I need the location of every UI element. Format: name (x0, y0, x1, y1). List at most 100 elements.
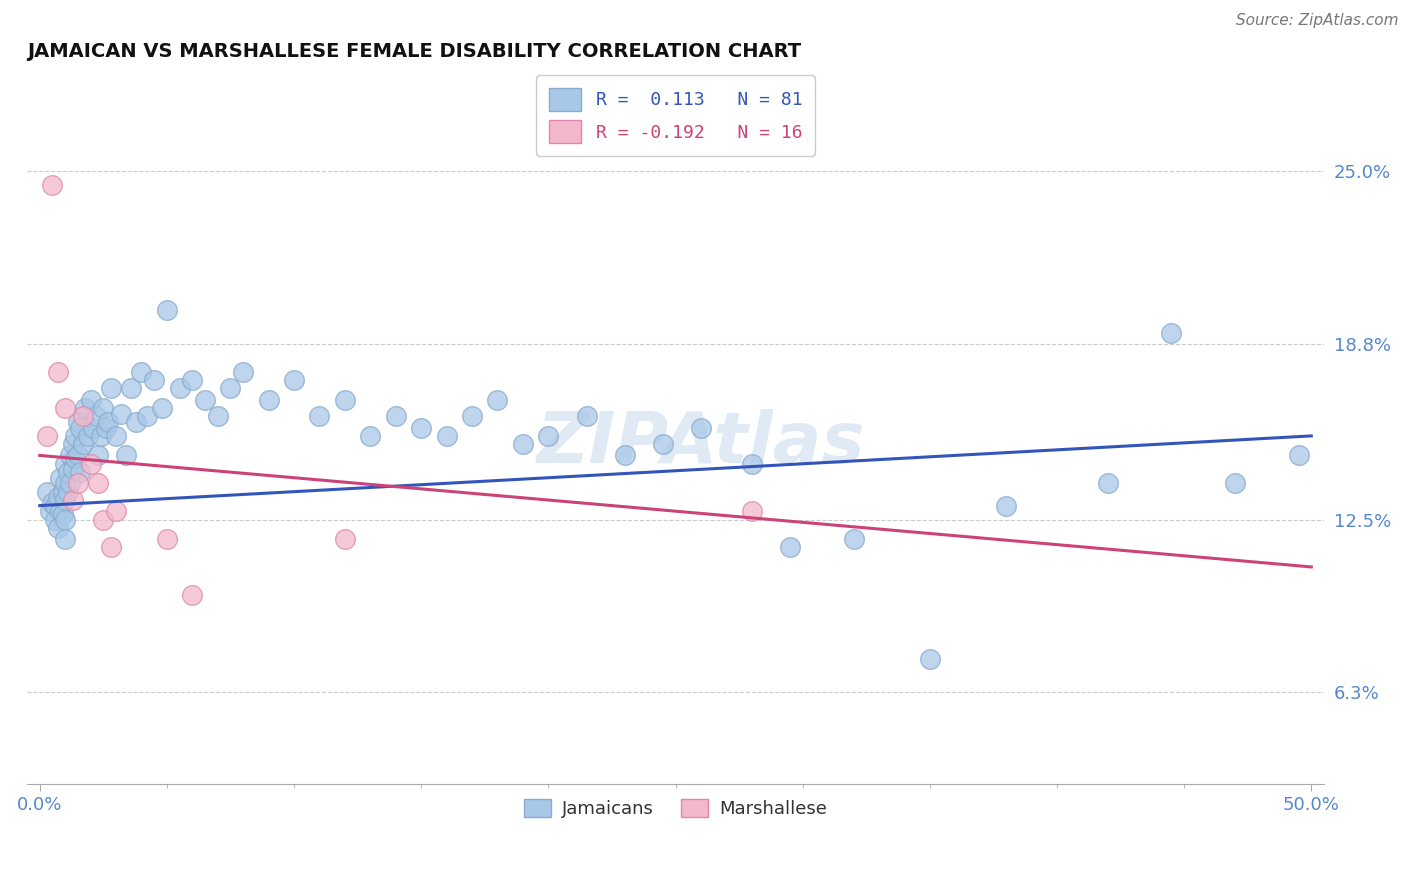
Point (62, 462, 84, 476)
Point (53, 476, 76, 491)
Point (82, 420, 104, 434)
Point (53, 493, 76, 508)
Point (53, 457, 76, 471)
Point (283, 373, 305, 387)
Point (66, 449, 89, 463)
Point (651, 437, 673, 451)
Point (72, 409, 94, 424)
Point (741, 457, 763, 471)
Point (842, 532, 865, 546)
Point (37, 429, 59, 443)
Point (69, 465, 91, 479)
Point (59, 449, 82, 463)
Point (49, 471, 72, 485)
Point (53, 512, 76, 526)
Point (131, 365, 153, 379)
Point (219, 382, 242, 396)
Point (87, 449, 110, 463)
Point (156, 532, 179, 546)
Point (115, 449, 138, 463)
Point (94, 420, 117, 434)
Point (44, 512, 66, 526)
Point (84, 409, 107, 424)
Point (1097, 476, 1119, 491)
Point (38, 504, 60, 518)
Point (461, 409, 484, 424)
Point (613, 449, 636, 463)
Point (537, 429, 560, 443)
Point (75, 401, 97, 415)
Point (125, 415, 148, 429)
Point (110, 407, 132, 421)
Point (150, 401, 173, 415)
Point (100, 382, 122, 396)
Point (44, 499, 66, 513)
Point (41, 178, 63, 192)
Point (690, 420, 713, 434)
Point (143, 373, 166, 387)
Point (87, 476, 110, 491)
Point (41, 496, 63, 510)
Point (56, 484, 79, 499)
Point (741, 504, 763, 518)
Point (257, 392, 280, 407)
Point (91, 401, 114, 415)
Point (120, 382, 142, 396)
Point (918, 652, 941, 666)
Point (46, 490, 69, 504)
Point (37, 484, 59, 499)
Text: ZIPAtlas: ZIPAtlas (537, 409, 866, 477)
Point (100, 541, 122, 555)
Point (69, 420, 91, 434)
Text: JAMAICAN VS MARSHALLESE FEMALE DISABILITY CORRELATION CHART: JAMAICAN VS MARSHALLESE FEMALE DISABILIT… (27, 42, 801, 61)
Point (135, 409, 157, 424)
Point (411, 420, 433, 434)
Point (66, 415, 89, 429)
Point (46, 365, 69, 379)
Point (436, 429, 458, 443)
Point (49, 504, 72, 518)
Point (52, 507, 75, 521)
Point (59, 476, 82, 491)
Point (308, 409, 330, 424)
Point (65, 451, 87, 466)
Point (995, 499, 1018, 513)
Point (207, 409, 229, 424)
Point (105, 429, 128, 443)
Point (512, 437, 534, 451)
Point (46, 521, 69, 535)
Point (52, 484, 75, 499)
Point (384, 409, 406, 424)
Legend: Jamaicans, Marshallese: Jamaicans, Marshallese (517, 791, 834, 825)
Point (779, 541, 801, 555)
Point (333, 532, 356, 546)
Point (194, 392, 217, 407)
Point (156, 303, 179, 318)
Point (169, 382, 191, 396)
Point (575, 409, 598, 424)
Point (56, 465, 79, 479)
Point (1288, 449, 1310, 463)
Point (105, 504, 128, 518)
Point (77, 429, 100, 443)
Point (66, 476, 89, 491)
Point (62, 493, 84, 508)
Point (53, 532, 76, 546)
Text: Source: ZipAtlas.com: Source: ZipAtlas.com (1236, 13, 1399, 29)
Point (97, 415, 120, 429)
Point (91, 512, 114, 526)
Point (181, 373, 204, 387)
Point (90, 429, 112, 443)
Point (181, 588, 204, 602)
Point (72, 437, 94, 451)
Point (359, 429, 381, 443)
Point (62, 437, 84, 451)
Point (79, 457, 101, 471)
Point (1160, 326, 1182, 340)
Point (486, 392, 509, 407)
Point (53, 401, 76, 415)
Point (79, 392, 101, 407)
Point (333, 392, 356, 407)
Point (232, 365, 254, 379)
Point (1223, 476, 1246, 491)
